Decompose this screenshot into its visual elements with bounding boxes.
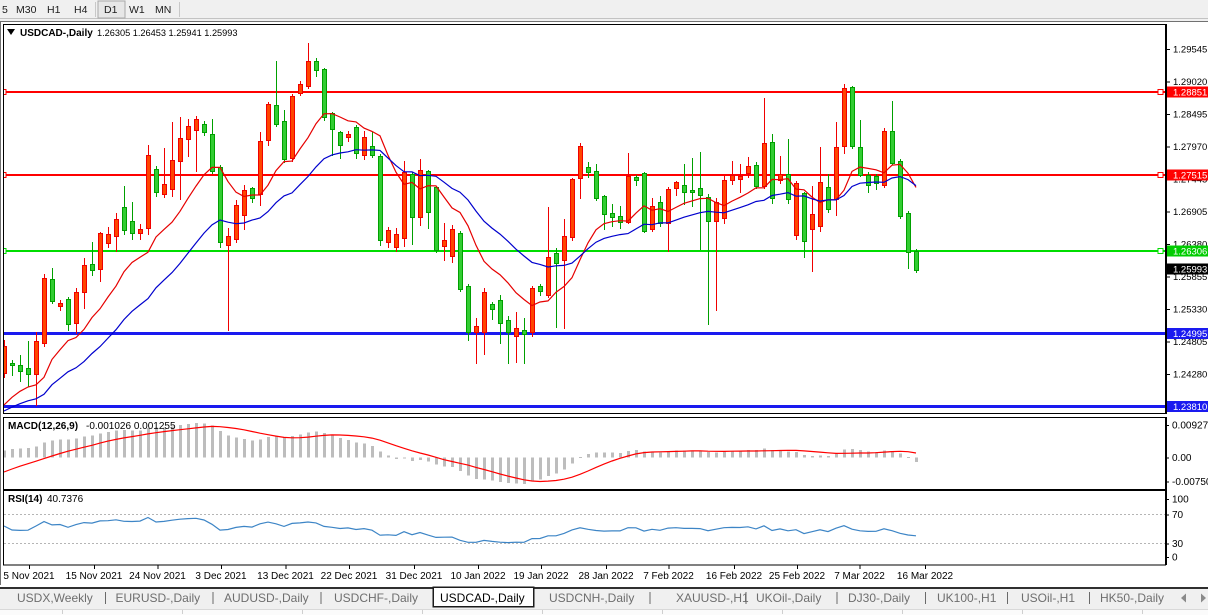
svg-text:AUDUSD-,Daily: AUDUSD-,Daily: [224, 591, 309, 605]
svg-text:-0.007504: -0.007504: [1172, 477, 1208, 488]
svg-text:100: 100: [1172, 495, 1189, 506]
svg-text:H1: H1: [47, 4, 61, 16]
svg-text:40.7376: 40.7376: [47, 494, 84, 505]
svg-text:24 Nov 2021: 24 Nov 2021: [129, 571, 186, 582]
svg-text:UKOil-,Daily: UKOil-,Daily: [756, 591, 821, 605]
svg-text:H4: H4: [74, 4, 88, 16]
svg-text:1.24805: 1.24805: [1173, 337, 1207, 348]
svg-text:1.26380: 1.26380: [1173, 240, 1207, 251]
svg-text:MACD(12,26,9): MACD(12,26,9): [8, 421, 78, 432]
svg-text:28 Jan 2022: 28 Jan 2022: [578, 571, 633, 582]
svg-text:USDCNH-,Daily: USDCNH-,Daily: [549, 591, 634, 605]
svg-text:HK50-,Daily: HK50-,Daily: [1100, 591, 1164, 605]
svg-text:1.25993: 1.25993: [1173, 265, 1207, 276]
svg-text:1.26305 1.26453 1.25941 1.2599: 1.26305 1.26453 1.25941 1.25993: [97, 28, 238, 38]
svg-text:1.29020: 1.29020: [1173, 77, 1207, 88]
svg-text:22 Dec 2021: 22 Dec 2021: [321, 571, 378, 582]
svg-text:UK100-,H1: UK100-,H1: [937, 591, 997, 605]
svg-text:USDCAD-,Daily: USDCAD-,Daily: [440, 591, 525, 605]
svg-text:1.26905: 1.26905: [1173, 207, 1207, 218]
svg-text:25 Feb 2022: 25 Feb 2022: [769, 571, 826, 582]
svg-text:0.00: 0.00: [1172, 453, 1192, 464]
svg-text:1.25330: 1.25330: [1173, 305, 1207, 316]
svg-text:1.27970: 1.27970: [1173, 142, 1207, 153]
svg-text:1.25855: 1.25855: [1173, 272, 1207, 283]
svg-text:USDCAD-,Daily: USDCAD-,Daily: [20, 28, 93, 39]
svg-text:0: 0: [1172, 553, 1178, 564]
svg-text:7 Mar 2022: 7 Mar 2022: [834, 571, 885, 582]
svg-text:70: 70: [1172, 510, 1184, 521]
svg-text:1.28495: 1.28495: [1173, 110, 1207, 121]
svg-text:1.26306: 1.26306: [1173, 247, 1207, 258]
svg-text:1.23810: 1.23810: [1173, 402, 1207, 413]
svg-text:16 Feb 2022: 16 Feb 2022: [706, 571, 763, 582]
svg-text:RSI(14): RSI(14): [8, 494, 42, 505]
svg-text:5: 5: [2, 4, 8, 16]
svg-text:1.28851: 1.28851: [1173, 88, 1207, 99]
svg-text:30: 30: [1172, 539, 1184, 550]
svg-text:10 Jan 2022: 10 Jan 2022: [450, 571, 505, 582]
svg-text:1.27515: 1.27515: [1173, 171, 1207, 182]
svg-text:7 Feb 2022: 7 Feb 2022: [643, 571, 694, 582]
svg-text:DJ30-,Daily: DJ30-,Daily: [848, 591, 910, 605]
svg-text:EURUSD-,Daily: EURUSD-,Daily: [116, 591, 201, 605]
svg-text:1.29545: 1.29545: [1173, 45, 1207, 56]
svg-text:13 Dec 2021: 13 Dec 2021: [257, 571, 314, 582]
svg-text:-0.001026 0.001255: -0.001026 0.001255: [86, 421, 176, 432]
svg-text:D1: D1: [104, 4, 118, 16]
svg-text:16 Mar 2022: 16 Mar 2022: [897, 571, 954, 582]
svg-text:1.24995: 1.24995: [1173, 329, 1207, 340]
svg-text:MN: MN: [155, 4, 171, 16]
svg-text:XAUUSD-,H1: XAUUSD-,H1: [676, 591, 749, 605]
svg-text:W1: W1: [129, 4, 145, 16]
svg-text:3 Dec 2021: 3 Dec 2021: [195, 571, 247, 582]
svg-text:5 Nov 2021: 5 Nov 2021: [3, 571, 55, 582]
svg-text:19 Jan 2022: 19 Jan 2022: [513, 571, 568, 582]
svg-text:0.009278: 0.009278: [1172, 421, 1208, 432]
svg-text:31 Dec 2021: 31 Dec 2021: [386, 571, 443, 582]
svg-text:USDCHF-,Daily: USDCHF-,Daily: [334, 591, 418, 605]
svg-text:1.24280: 1.24280: [1173, 370, 1207, 381]
svg-text:USDX,Weekly: USDX,Weekly: [17, 591, 93, 605]
svg-text:M30: M30: [16, 4, 37, 16]
svg-text:15 Nov 2021: 15 Nov 2021: [66, 571, 123, 582]
svg-text:USOil-,H1: USOil-,H1: [1021, 591, 1075, 605]
